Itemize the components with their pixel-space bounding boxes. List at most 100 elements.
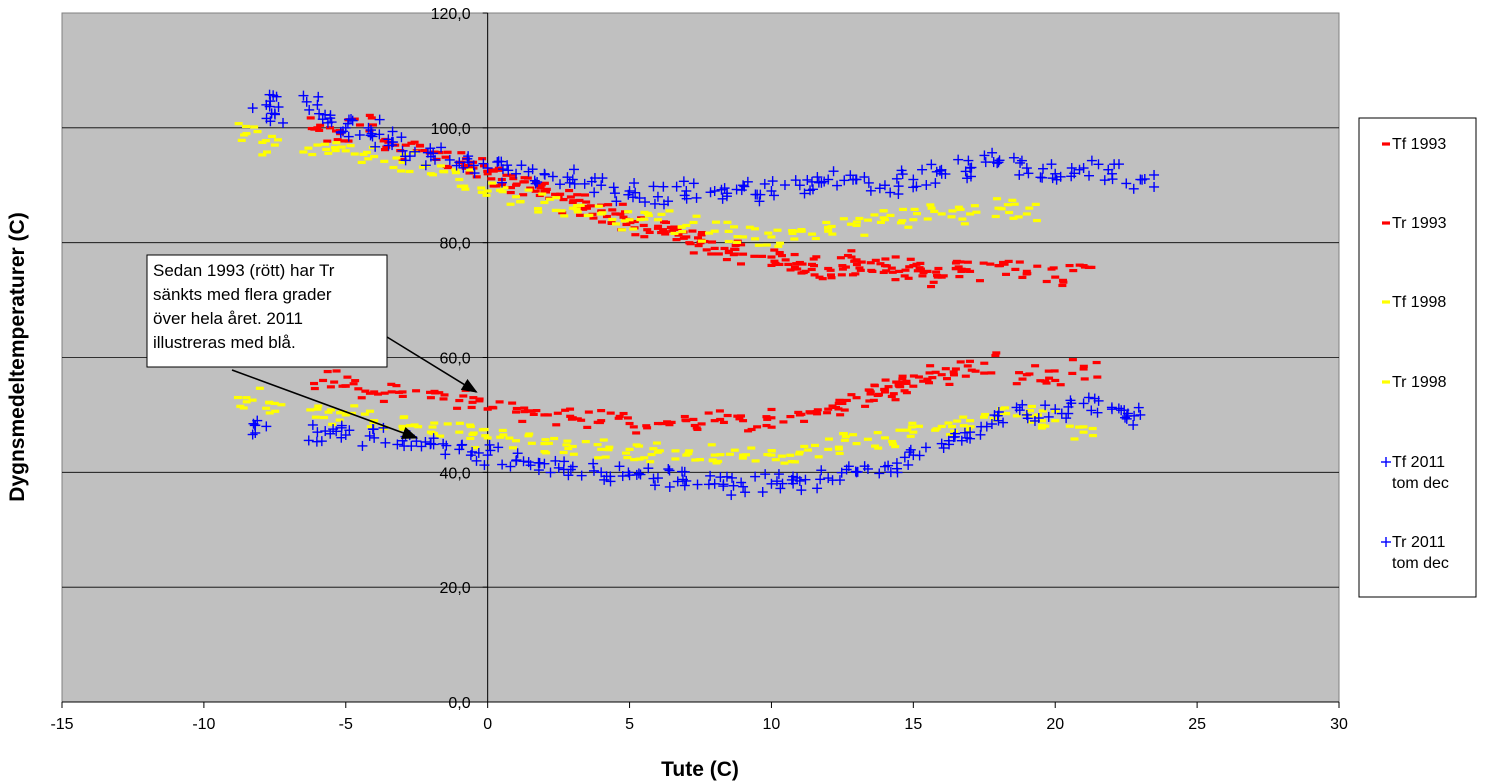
- data-point: [582, 200, 591, 204]
- data-point: [511, 455, 522, 466]
- data-point: [406, 424, 415, 428]
- data-point: [387, 390, 396, 394]
- data-point: [715, 409, 724, 413]
- data-point: [1036, 379, 1045, 383]
- data-point: [717, 193, 728, 204]
- data-point: [879, 216, 888, 220]
- data-point: [369, 432, 380, 443]
- data-point: [306, 408, 315, 412]
- data-point: [883, 460, 894, 471]
- data-point: [542, 187, 551, 191]
- data-point: [679, 480, 690, 491]
- data-point: [839, 217, 848, 221]
- data-point: [658, 181, 669, 192]
- data-point: [1037, 426, 1046, 430]
- x-tick-label: -15: [50, 716, 73, 733]
- data-point: [767, 407, 776, 412]
- data-point: [855, 216, 864, 221]
- annotation-callout: Sedan 1993 (rött) har Tr sänkts med fler…: [146, 254, 478, 439]
- data-point: [545, 197, 554, 201]
- data-point: [553, 462, 564, 473]
- data-point: [588, 465, 599, 476]
- data-point: [632, 431, 641, 435]
- data-point: [860, 233, 869, 237]
- data-point: [841, 434, 850, 439]
- data-point: [896, 380, 905, 385]
- data-point: [767, 453, 776, 457]
- data-point: [336, 420, 347, 431]
- data-point: [895, 269, 904, 273]
- x-tick-label: 5: [625, 716, 634, 733]
- data-point: [451, 168, 460, 172]
- data-point: [710, 246, 719, 251]
- data-point: [1031, 364, 1040, 368]
- data-point: [871, 444, 880, 448]
- data-point: [755, 189, 766, 200]
- data-point: [508, 401, 517, 405]
- data-point: [298, 90, 309, 101]
- data-point: [527, 409, 536, 413]
- data-point: [516, 199, 525, 204]
- data-point: [824, 447, 833, 451]
- data-point: [826, 268, 835, 272]
- data-point: [374, 392, 383, 396]
- data-point: [595, 420, 604, 425]
- data-point: [771, 458, 780, 462]
- data-point: [735, 417, 744, 421]
- data-point: [744, 429, 753, 433]
- data-point: [461, 388, 470, 392]
- data-point: [812, 409, 821, 414]
- data-point: [979, 150, 990, 161]
- data-point: [1011, 267, 1020, 272]
- data-point: [777, 478, 788, 489]
- data-point: [917, 164, 928, 175]
- data-point: [311, 436, 322, 447]
- data-point: [771, 261, 780, 266]
- legend-marker: [1382, 221, 1390, 225]
- data-point: [794, 410, 803, 415]
- data-point: [722, 257, 731, 262]
- data-point: [965, 433, 976, 444]
- data-point: [958, 269, 967, 273]
- y-tick-label: 20,0: [440, 580, 471, 597]
- data-point: [478, 158, 489, 169]
- data-point: [320, 415, 329, 420]
- data-point: [861, 404, 870, 408]
- data-point: [307, 419, 318, 430]
- data-point: [398, 160, 407, 164]
- data-point: [891, 173, 902, 184]
- data-point: [910, 207, 919, 212]
- data-point: [536, 186, 545, 190]
- x-tick-label: 0: [483, 716, 492, 733]
- data-point: [565, 188, 574, 193]
- data-point: [840, 408, 849, 412]
- data-point: [397, 145, 408, 156]
- data-point: [564, 177, 575, 188]
- data-point: [593, 443, 602, 447]
- data-point: [758, 254, 767, 258]
- data-point: [627, 192, 638, 203]
- data-point: [461, 187, 470, 191]
- data-point: [697, 233, 706, 237]
- data-point: [938, 443, 949, 454]
- data-point: [767, 255, 776, 259]
- data-point: [880, 390, 889, 394]
- data-point: [867, 268, 876, 273]
- data-point: [1122, 408, 1133, 419]
- data-point: [834, 401, 843, 405]
- data-point: [1092, 407, 1103, 418]
- data-point: [823, 411, 832, 415]
- data-point: [597, 447, 606, 451]
- data-point: [874, 183, 885, 194]
- data-point: [525, 460, 536, 471]
- data-point: [913, 269, 922, 273]
- data-point: [863, 177, 874, 188]
- data-point: [956, 207, 965, 212]
- data-point: [365, 130, 376, 141]
- data-point: [948, 209, 957, 213]
- data-point: [1081, 265, 1090, 269]
- data-point: [483, 407, 492, 411]
- data-point: [597, 209, 606, 213]
- data-point: [993, 407, 1004, 418]
- data-point: [677, 474, 688, 485]
